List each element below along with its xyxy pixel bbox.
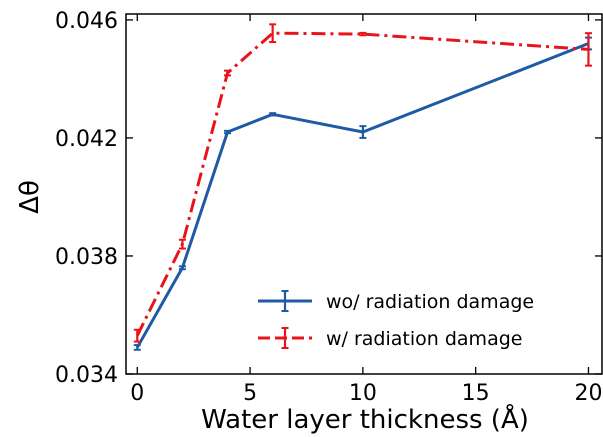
y-axis-label: Δθ xyxy=(15,180,45,214)
y-tick-label: 0.038 xyxy=(55,245,118,270)
x-tick-label: 15 xyxy=(462,381,490,406)
legend-label-0: wo/ radiation damage xyxy=(326,291,534,313)
x-tick-label: 0 xyxy=(130,381,144,406)
plot-frame xyxy=(125,13,603,375)
x-tick-label: 5 xyxy=(243,381,257,406)
x-tick-label: 10 xyxy=(349,381,377,406)
legend-label-1: w/ radiation damage xyxy=(326,328,522,350)
x-axis-label: Water layer thickness (Å) xyxy=(201,403,529,435)
x-tick-label: 20 xyxy=(574,381,602,406)
series-line-1 xyxy=(135,31,589,337)
series-line-0 xyxy=(135,42,590,349)
y-tick-label: 0.042 xyxy=(55,127,118,152)
y-tick-label: 0.046 xyxy=(55,9,118,34)
plot-area: 0 5 10 15 20 0.034 0.038 0.042 0.046 wo/ radiatio… xyxy=(55,9,603,406)
y-tick-label: 0.034 xyxy=(55,363,118,388)
